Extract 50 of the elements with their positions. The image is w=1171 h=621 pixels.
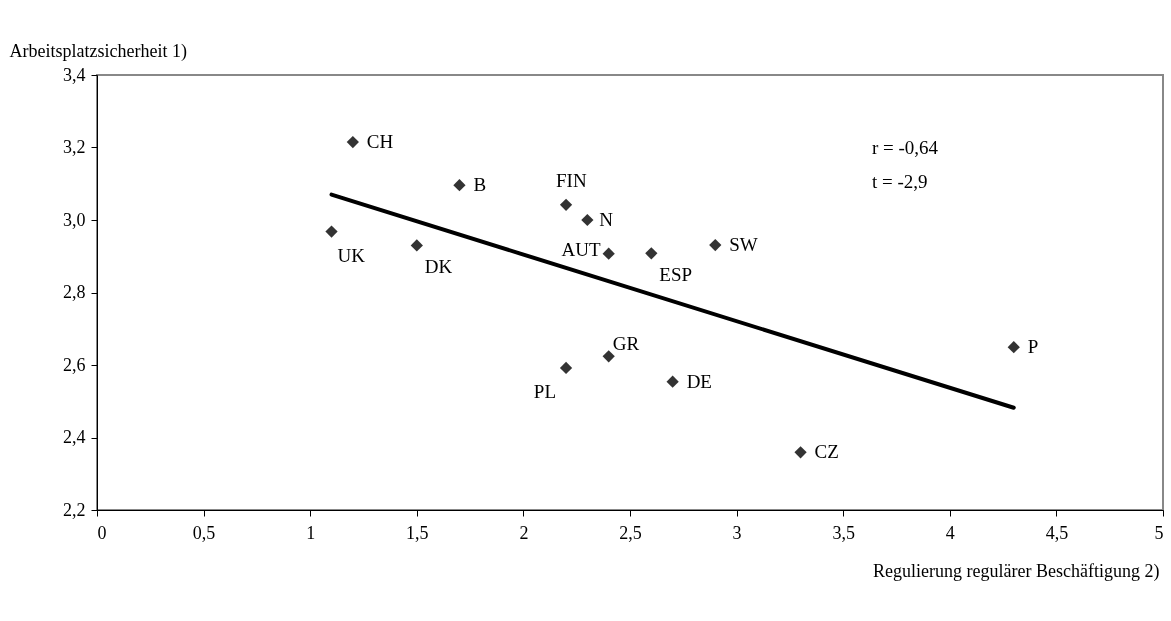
annotation: FIN (556, 169, 587, 191)
point (794, 446, 807, 459)
point (1007, 341, 1020, 354)
annotation: GR (612, 333, 640, 355)
y-tick-label: 3,0 (63, 209, 86, 230)
annotation: t = -2,9 (872, 171, 928, 192)
y-tick-label: 2,2 (63, 499, 86, 520)
x-tick-label: 3,5 (832, 522, 855, 543)
x-axis-title: Regulierung regulärer Beschäftigung 2) (873, 560, 1160, 582)
point (346, 135, 359, 149)
x-tick-label: 0 (97, 522, 107, 543)
x-tick-label: 1 (306, 522, 316, 543)
annotation: CH (366, 131, 394, 153)
annotation: B (473, 174, 487, 196)
y-tick-label: 3,2 (63, 137, 86, 157)
annotation: CZ (814, 441, 839, 463)
annotation: r = -0,64 (872, 137, 939, 158)
x-tick-label: 2,5 (619, 522, 642, 543)
annotation: ESP (659, 264, 693, 286)
annotation: AUT (561, 238, 602, 260)
x-tick-label: 1,5 (406, 522, 429, 543)
point (453, 179, 466, 192)
point (559, 361, 573, 375)
x-tick-label: 2 (519, 522, 529, 543)
y-tick-label: 2,8 (63, 282, 86, 302)
point (645, 247, 658, 260)
point (559, 198, 573, 211)
x-tick-label: 0,5 (192, 522, 216, 543)
x-tick-label: 3 (732, 522, 742, 543)
point (602, 350, 615, 363)
annotation: DK (424, 256, 453, 278)
x-tick-label: 4,5 (1045, 522, 1069, 543)
point (410, 239, 423, 252)
annotation: UK (337, 244, 366, 266)
point (666, 375, 679, 388)
x-tick-label: 4 (945, 522, 955, 543)
point (325, 225, 338, 238)
annotation: DE (686, 370, 712, 392)
annotation: N (599, 209, 614, 230)
y-tick-label: 2,4 (63, 427, 86, 447)
y-tick-label: 3,4 (63, 64, 86, 85)
x-tick-label: 5 (1154, 522, 1164, 543)
annotation: P (1027, 336, 1039, 358)
annotation: PL (533, 380, 557, 402)
y-axis-title: Arbeitsplatzsicherheit 1) (9, 40, 187, 62)
y-tick-label: 2,6 (63, 354, 86, 375)
point (709, 238, 722, 252)
annotation: SW (729, 234, 758, 256)
point (581, 213, 594, 227)
point (602, 247, 615, 260)
